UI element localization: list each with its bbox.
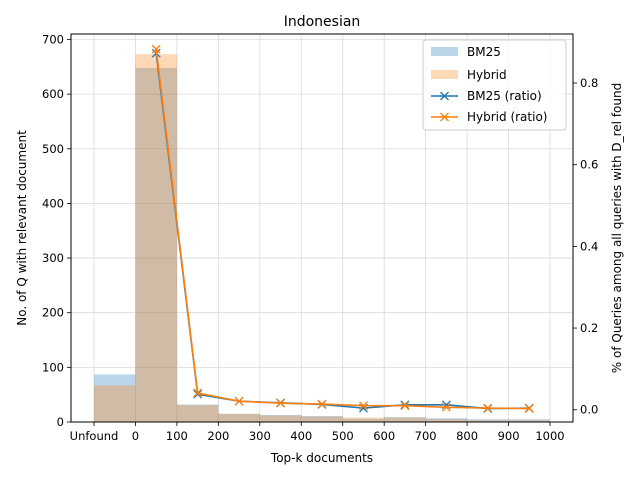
legend-label-hybrid-ratio: Hybrid (ratio) [467,110,547,124]
x-tick-label: 200 [207,429,229,443]
chart-title: Indonesian [284,14,361,30]
legend-marker [440,112,449,122]
x-tick-label: 100 [166,429,188,443]
bar [508,419,550,422]
bar [135,67,177,423]
x-tick-label: 700 [415,429,437,443]
bars-layer [94,54,550,423]
data-point-stroke-b [317,399,327,409]
plot-frame [70,33,574,423]
y-tick-label: 500 [42,142,64,156]
data-point-stroke-b [151,44,161,54]
y-axis-label-right: % of Queries among all queries with D_re… [610,83,624,373]
bar [94,374,136,422]
bar [508,420,550,422]
axes-layer: Unfound 0 100 200 300 400 500 600 700 800 900 10000… [42,32,598,443]
data-point-stroke-b [524,404,534,413]
y-right-tick-label: 0.4 [580,239,598,253]
legend-box [422,39,567,131]
data-point [524,404,534,413]
x-tick-label: 1000 [535,429,564,443]
x-tick-label: 800 [456,429,478,443]
bar [342,418,385,422]
legend: BM25 Hybrid BM25 (ratio) Hybrid (ratio) [422,39,567,131]
legend-line-hybrid-ratio [431,112,458,122]
y-tick-label: 200 [42,306,64,320]
x-tick-label: 600 [373,429,395,443]
data-point [193,388,203,398]
y-right-tick-label: 0.6 [580,158,598,172]
bar [135,54,177,422]
bar [467,420,509,422]
y-right-tick-label: 0.0 [580,403,598,417]
line-series-1 [151,44,534,413]
data-point [234,396,244,406]
bar [301,416,343,422]
data-point-stroke-b [193,388,203,398]
lines-layer [151,44,534,413]
y-tick-label: 0 [57,415,64,429]
y-axis-label: No. of Q with relevant document [15,130,29,326]
bar [218,413,260,422]
legend-label-bm25: BM25 [467,45,501,59]
x-tick-label: 900 [498,429,520,443]
x-tick-label: 0 [132,429,139,443]
bar [301,415,343,422]
legend-marker-stroke-b [440,91,449,101]
bar [259,414,302,422]
bar [218,413,260,422]
legend-marker-stroke-b [440,112,449,122]
y-tick-label: 100 [42,360,64,374]
data-point [193,389,203,399]
data-point [441,402,451,412]
data-point-stroke-b [483,403,493,413]
data-point [400,401,410,411]
data-point [151,44,161,54]
data-point-stroke-b [276,398,286,408]
legend-line-bm25-ratio [431,91,458,101]
x-tick-label: 400 [290,429,312,443]
data-point-stroke-b [234,396,244,406]
x-tick-label: Unfound [70,429,119,443]
bar [259,415,302,422]
series-line [155,49,530,410]
data-point-stroke-b [441,402,451,412]
data-point-stroke-b [358,401,368,411]
data-point [317,399,327,409]
data-point [483,403,493,413]
bar-series-bm25 [94,67,550,423]
legend-label-bm25-ratio: BM25 (ratio) [467,89,542,103]
bar [176,405,219,422]
data-point [358,401,368,411]
x-axis-label: Top-k documents [270,451,373,465]
bar [176,404,219,422]
y-tick-label: 700 [42,32,64,46]
bar [467,419,509,422]
y-tick-label: 600 [42,87,64,101]
bar [342,417,385,422]
y-right-tick-label: 0.8 [580,76,598,90]
y-tick-label: 400 [42,196,64,210]
bar [384,417,426,422]
data-point-stroke-b [400,401,410,411]
data-point-stroke-b [193,389,203,399]
bar [425,418,468,422]
legend-swatch-bm25 [431,47,458,56]
legend-label-hybrid: Hybrid [467,68,507,82]
bar [384,417,426,422]
y-tick-label: 300 [42,251,64,265]
bar-series-hybrid [94,54,550,422]
legend-swatch-hybrid [431,70,458,79]
bar [425,419,468,422]
bar [94,385,136,422]
x-tick-label: 500 [332,429,354,443]
x-tick-label: 300 [249,429,271,443]
data-point [276,398,286,408]
legend-marker [440,91,449,101]
y-right-tick-label: 0.2 [580,321,598,335]
